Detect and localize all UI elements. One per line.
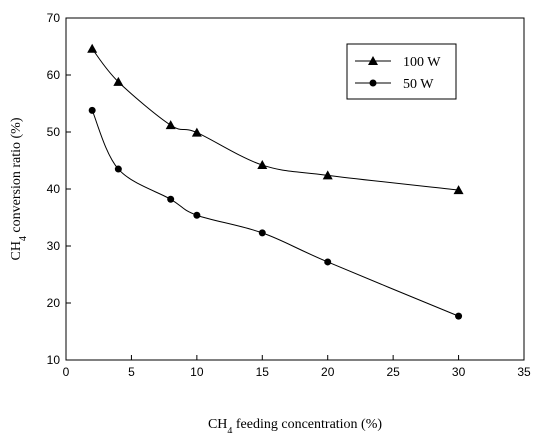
data-point — [88, 106, 96, 114]
x-tick-label: 20 — [321, 365, 335, 379]
data-point — [167, 195, 175, 203]
data-point — [193, 211, 201, 219]
x-tick-label: 15 — [256, 365, 270, 379]
data-point — [322, 170, 333, 180]
x-tick-label: 25 — [386, 365, 400, 379]
y-tick-label: 10 — [47, 353, 61, 367]
series-2 — [88, 106, 463, 320]
data-point — [324, 258, 332, 266]
x-tick-label: 0 — [63, 365, 70, 379]
x-tick-label: 5 — [128, 365, 135, 379]
data-point — [114, 165, 122, 173]
legend-label: 100 W — [403, 55, 441, 70]
y-tick-label: 50 — [47, 125, 61, 139]
data-point — [258, 229, 266, 237]
series-1 — [87, 43, 464, 195]
y-tick-label: 40 — [47, 182, 61, 196]
data-point — [165, 120, 176, 130]
data-point — [257, 160, 268, 170]
x-axis-title: CH4 feeding concentration (%) — [208, 417, 382, 433]
axis-ticks: 0 5 10 15 20 25 30 35 10 20 30 40 50 60 70 — [47, 11, 531, 379]
legend-label: 50 W — [403, 77, 434, 92]
data-point — [87, 43, 98, 53]
y-tick-label: 70 — [47, 11, 61, 25]
legend-marker — [368, 56, 378, 65]
data-point — [453, 185, 464, 195]
legend-marker — [369, 79, 377, 87]
data-point — [455, 312, 463, 320]
series-line — [91, 110, 459, 317]
legend-items: 100 W 50 W — [355, 55, 441, 92]
legend-item: 50 W — [355, 77, 434, 92]
y-tick-label: 20 — [47, 296, 61, 310]
y-axis-title: CH4 conversion ratio (%) — [9, 117, 29, 260]
data-point — [191, 127, 202, 137]
y-tick-label: 30 — [47, 239, 61, 253]
x-tick-label: 10 — [190, 365, 204, 379]
x-tick-label: 30 — [452, 365, 466, 379]
legend: 100 W 50 W — [346, 43, 457, 100]
legend-box — [346, 43, 457, 100]
series-group — [87, 43, 464, 320]
x-tick-label: 35 — [517, 365, 531, 379]
y-tick-label: 60 — [47, 68, 61, 82]
legend-item: 100 W — [355, 55, 441, 70]
data-point — [113, 76, 124, 86]
